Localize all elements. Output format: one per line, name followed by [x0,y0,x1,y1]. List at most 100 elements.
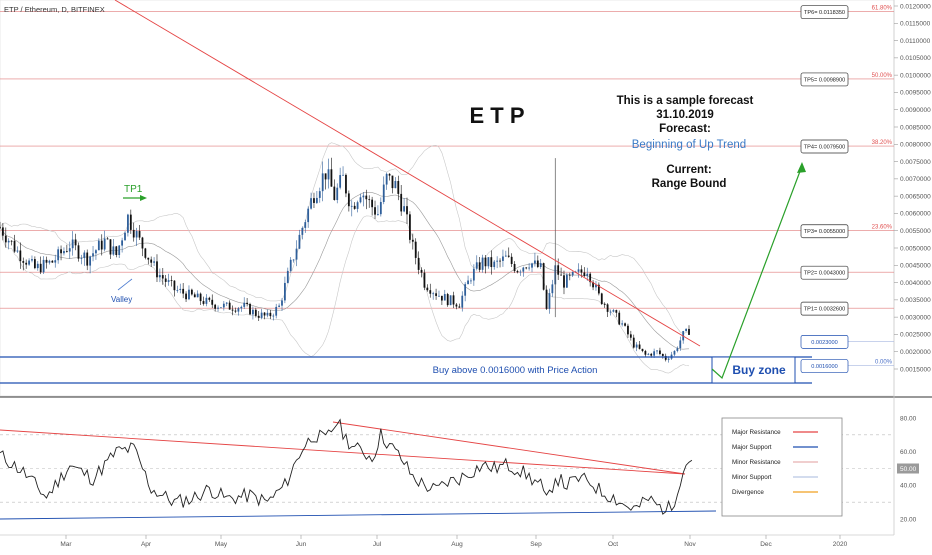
candle-body [48,260,51,263]
candle-body [336,187,339,200]
candle-body [353,205,356,209]
time-tick-label: Jul [373,541,382,548]
candle-body [679,340,682,349]
level-label-box [800,265,849,280]
candle-body [211,299,214,305]
candle-body [118,245,121,256]
candle-body [661,353,664,356]
candle-body [260,312,263,318]
candle-body [545,289,548,309]
candle-body [289,259,292,271]
candle-body [411,239,414,242]
candle-body [467,280,469,285]
time-axis: Mar Apr May Jun Jul Aug Sep Oct Nov Dec 2020 [60,535,848,548]
buy-zone-box [711,356,796,384]
candle-body [496,260,499,262]
rsi-tick-label: 40.00 [900,483,917,490]
legend-label: Minor Resistance [732,459,781,466]
candle-body [356,202,359,209]
buy-instruction: Buy above 0.0016000 with Price Action [433,365,598,376]
candle-body [603,303,606,305]
candle-body [257,315,260,318]
price-axis: 0.0120000 0.0115000 0.0110000 0.0105000 0.01… [894,3,931,373]
fib-level-label: 61.80% [872,6,893,12]
candle-body [446,294,449,306]
forecast-line1: This is a sample forecast [617,95,754,107]
candle-body [583,272,586,276]
candle-body [199,293,202,302]
price-tick-label: 0.0105000 [900,55,931,62]
candle-body [263,312,266,316]
candle-body [205,297,208,304]
candle-body [394,181,397,189]
candle-body [310,198,312,209]
level-label-box [800,224,849,239]
candle-body [57,249,60,261]
candle-body [176,289,179,291]
candle-body [664,355,667,360]
fib-level-label: 0.00% [875,360,893,366]
price-tick-label: 0.0115000 [900,21,931,28]
candle-body [39,263,42,273]
candle-body [124,232,126,241]
price-tick-label: 0.0095000 [900,90,931,97]
tp1-marker: TP1 [123,184,147,201]
price-tick-label: 0.0050000 [900,245,931,252]
candle-body [659,350,661,354]
candle-body [7,240,10,243]
candle-body [292,259,295,261]
candle-body [339,175,342,188]
candle-body [621,323,624,325]
candle-body [368,199,371,201]
candle-body [414,241,417,258]
candle-body [522,267,525,272]
buy-zone[interactable]: Buy above 0.0016000 with Price Action Bu… [0,356,812,384]
candle-body [333,186,336,200]
price-tick-label: 0.0085000 [900,124,931,131]
candle-body [609,311,612,313]
candle-body [16,250,19,252]
time-tick-label: Apr [141,541,152,548]
forecast-label: Forecast: [659,123,711,135]
candle-body [63,251,65,254]
candle-body [217,307,219,309]
rsi-resistance-trend [0,429,686,475]
candle-body [676,348,679,351]
candle-body [307,208,310,223]
level-label-box [800,5,849,20]
candle-body [0,227,1,229]
price-tick-label: 0.0015000 [900,366,931,373]
price-tick-label: 0.0075000 [900,159,931,166]
candle-body [635,344,638,348]
candle-body [25,262,28,265]
candle-body [185,293,187,300]
candle-body [472,268,475,281]
candle-body [92,253,94,257]
candle-body [673,350,676,355]
level-label: TP4= 0.0079500 [804,145,846,151]
rsi-line [0,418,693,515]
candle-body [644,351,647,355]
candle-body [33,259,36,269]
candle-body [222,303,225,308]
level-label: TP2= 0.0043000 [804,271,846,277]
symbol-header: ETP / Ethereum, D, BITFINEX [4,5,105,14]
candle-body [147,257,150,260]
candle-body [83,252,86,259]
candle-body [112,246,115,255]
candle-body [144,248,147,258]
level-label: 0.0016000 [811,364,837,370]
candle-body [240,306,243,309]
candle-body [592,282,594,288]
candle-body [342,174,344,176]
candle-body [507,255,510,257]
candle-body [618,312,621,325]
price-tick-label: 0.0090000 [900,107,931,114]
candle-body [667,358,670,360]
candle-body [31,259,33,261]
candle-body [225,302,228,304]
forecast-arrow [711,162,806,380]
candle-body [449,295,452,306]
candle-body [432,293,435,295]
